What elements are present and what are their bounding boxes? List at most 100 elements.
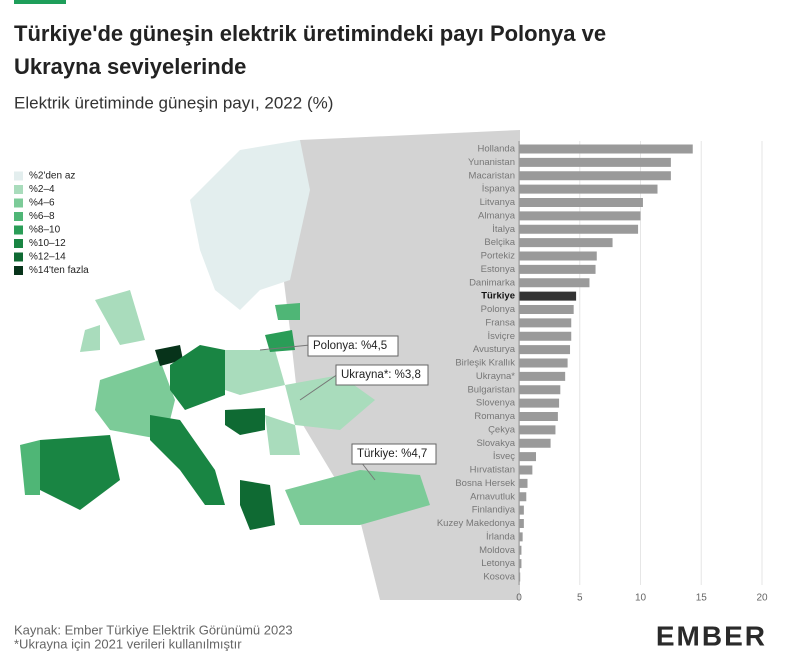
y-tick-label: Hırvatistan <box>470 465 515 476</box>
legend-label: %10–12 <box>29 238 66 249</box>
y-tick-label: Birleşik Krallık <box>455 358 515 369</box>
map-turkiye <box>285 470 430 525</box>
map-hungary <box>225 408 265 435</box>
y-tick-label: Hollanda <box>478 144 516 155</box>
bar <box>519 318 572 328</box>
y-tick-label: Slovenya <box>476 398 516 409</box>
x-tick-label: 0 <box>516 593 522 604</box>
y-tick-label: Romanya <box>474 411 515 422</box>
legend-label: %2–4 <box>29 184 55 195</box>
map-lithuania <box>265 330 295 352</box>
legend-label: %6–8 <box>29 211 55 222</box>
bar <box>519 278 590 288</box>
y-tick-label: Fransa <box>485 317 515 328</box>
x-tick-label: 15 <box>696 593 708 604</box>
legend-swatch <box>14 266 23 275</box>
bar <box>519 211 641 221</box>
y-tick-label: Kosova <box>483 572 515 583</box>
y-tick-label: Polonya <box>481 304 516 315</box>
bar <box>519 425 556 435</box>
y-tick-label: Bosna Hersek <box>455 478 515 489</box>
annotation-box <box>335 364 429 386</box>
bar <box>519 438 551 448</box>
map-uk <box>80 290 145 352</box>
bar <box>519 345 571 355</box>
bar <box>519 224 639 234</box>
bar <box>519 452 537 462</box>
bar <box>519 465 533 475</box>
legend-label: %8–10 <box>29 225 61 236</box>
y-tick-label: Belçika <box>484 237 515 248</box>
bar <box>519 305 574 314</box>
annotation: Türkiye: %4,7 <box>357 448 427 460</box>
y-tick-label: İspanya <box>482 184 516 195</box>
map-italy <box>150 415 225 505</box>
legend-swatch <box>14 252 23 262</box>
bar <box>519 157 671 167</box>
y-tick-label: Yunanistan <box>468 157 515 168</box>
map-poland <box>225 350 285 395</box>
y-tick-label: Kuzey Makedonya <box>437 518 516 529</box>
bar <box>519 291 577 301</box>
bar <box>519 238 613 248</box>
legend-label: %2'den az <box>29 171 75 182</box>
bar <box>519 371 566 381</box>
legend-label: %12–14 <box>29 252 66 263</box>
y-tick-label: Bulgaristan <box>467 384 515 395</box>
bar <box>519 545 522 555</box>
map-nordic <box>190 140 310 310</box>
y-tick-label: Litvanya <box>480 197 516 208</box>
bar <box>519 144 693 154</box>
bar <box>519 198 643 207</box>
y-tick-label: İtalya <box>492 224 515 235</box>
bar <box>519 505 524 515</box>
bar <box>519 478 528 488</box>
y-tick-label: Arnavutluk <box>470 491 515 502</box>
annotation: Ukrayna*: %3,8 <box>341 369 421 381</box>
bar <box>519 412 558 421</box>
bar <box>519 398 560 408</box>
legend-swatch <box>14 225 23 235</box>
bar <box>519 519 524 528</box>
bar <box>519 264 596 274</box>
x-tick-label: 5 <box>577 593 583 604</box>
y-tick-label: Estonya <box>481 264 516 275</box>
bar <box>519 331 572 341</box>
legend-swatch <box>14 185 23 194</box>
y-tick-label: Moldova <box>479 545 516 556</box>
chart-title: Türkiye'de güneşin elektrik üretimindeki… <box>14 21 606 46</box>
bar <box>519 559 522 569</box>
bar <box>519 251 597 261</box>
bar <box>519 184 658 194</box>
y-tick-label: Almanya <box>478 210 516 221</box>
annotation-box <box>351 443 437 465</box>
chart-subtitle: Elektrik üretiminde güneşin payı, 2022 (… <box>14 93 333 112</box>
y-tick-label: Finlandiya <box>472 505 516 516</box>
map-iberia <box>40 435 120 510</box>
y-tick-label: Letonya <box>481 558 516 569</box>
map <box>20 130 520 600</box>
source: Kaynak: Ember Türkiye Elektrik Görünümü … <box>14 622 293 637</box>
y-tick-label: İrlanda <box>486 531 516 542</box>
logo: EMBER <box>656 620 767 651</box>
map-netherlands <box>155 345 183 366</box>
legend-label: %4–6 <box>29 198 55 209</box>
y-tick-label: Slovakya <box>476 438 515 449</box>
map-romania <box>265 415 300 455</box>
y-tick-label: İsveç <box>493 451 515 462</box>
y-tick-label: Türkiye <box>481 291 515 302</box>
chart-title: Ukrayna seviyelerinde <box>14 54 246 79</box>
map-germany <box>170 345 225 410</box>
annotation-leader <box>259 344 311 351</box>
y-tick-label: Çekya <box>488 424 516 435</box>
legend-label: %14'ten fazla <box>29 265 89 276</box>
bar <box>519 385 561 395</box>
map-ukraine <box>285 375 375 430</box>
legend-swatch <box>14 171 23 181</box>
y-tick-label: Danimarka <box>469 277 516 288</box>
x-tick-label: 20 <box>756 593 768 604</box>
legend-swatch <box>14 212 23 221</box>
bar <box>519 492 527 502</box>
legend-swatch <box>14 239 23 248</box>
